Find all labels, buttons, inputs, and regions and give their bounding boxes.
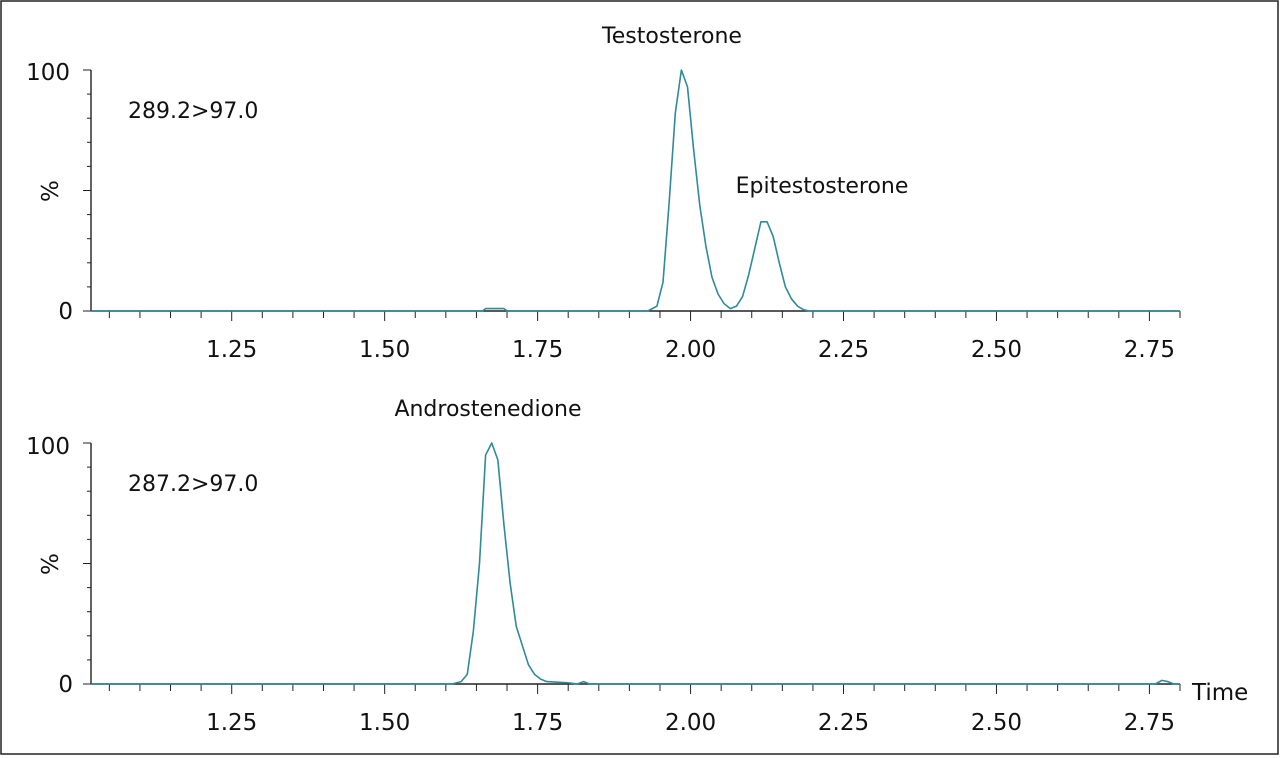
- bottom-chromatogram-trace: [91, 442, 1180, 685]
- top-x-tick-labels: 1.25 1.50 1.75 2.00 2.25 2.50 2.75: [206, 337, 1175, 363]
- top-x-tick-label-2.50: 2.50: [971, 337, 1022, 363]
- bottom-x-tick-label-1.50: 1.50: [359, 710, 410, 736]
- top-y-axis-label: %: [38, 180, 64, 202]
- bottom-x-tick-label-2.75: 2.75: [1124, 710, 1175, 736]
- bottom-x-tick-label-2.00: 2.00: [665, 710, 716, 736]
- bottom-x-tick-label-1.25: 1.25: [206, 710, 257, 736]
- bottom-chromatogram-panel: 100 0 % 287.2>97.0 Androstenedione Time …: [26, 397, 1248, 736]
- bottom-tick-marks: [83, 442, 1181, 694]
- bottom-y-axis-label: %: [38, 553, 64, 575]
- x-axis-title: Time: [1191, 680, 1248, 706]
- top-y-tick-100: 100: [26, 60, 70, 86]
- bottom-x-tick-label-2.25: 2.25: [818, 710, 869, 736]
- bottom-y-tick-0: 0: [58, 672, 73, 698]
- bottom-transition-label: 287.2>97.0: [128, 472, 258, 497]
- epitestosterone-label: Epitestosterone: [736, 174, 909, 199]
- top-x-tick-label-2.75: 2.75: [1124, 337, 1175, 363]
- top-y-tick-0: 0: [58, 299, 73, 325]
- top-x-tick-label-1.25: 1.25: [206, 337, 257, 363]
- bottom-y-tick-100: 100: [26, 434, 70, 460]
- androstenedione-label: Androstenedione: [394, 397, 581, 422]
- bottom-x-tick-labels: 1.25 1.50 1.75 2.00 2.25 2.50 2.75: [206, 710, 1175, 736]
- top-x-tick-label-1.75: 1.75: [512, 337, 563, 363]
- top-x-tick-label-2.00: 2.00: [665, 337, 716, 363]
- top-chromatogram-trace: [91, 69, 1180, 312]
- testosterone-label: Testosterone: [601, 24, 742, 49]
- bottom-x-tick-label-1.75: 1.75: [512, 710, 563, 736]
- top-transition-label: 289.2>97.0: [128, 99, 258, 124]
- top-x-tick-label-1.50: 1.50: [359, 337, 410, 363]
- top-tick-marks: [83, 69, 1181, 321]
- top-chromatogram-panel: 100 0 % 289.2>97.0 Testosterone Epitesto…: [26, 24, 1181, 363]
- bottom-x-tick-label-2.50: 2.50: [971, 710, 1022, 736]
- top-x-tick-label-2.25: 2.25: [818, 337, 869, 363]
